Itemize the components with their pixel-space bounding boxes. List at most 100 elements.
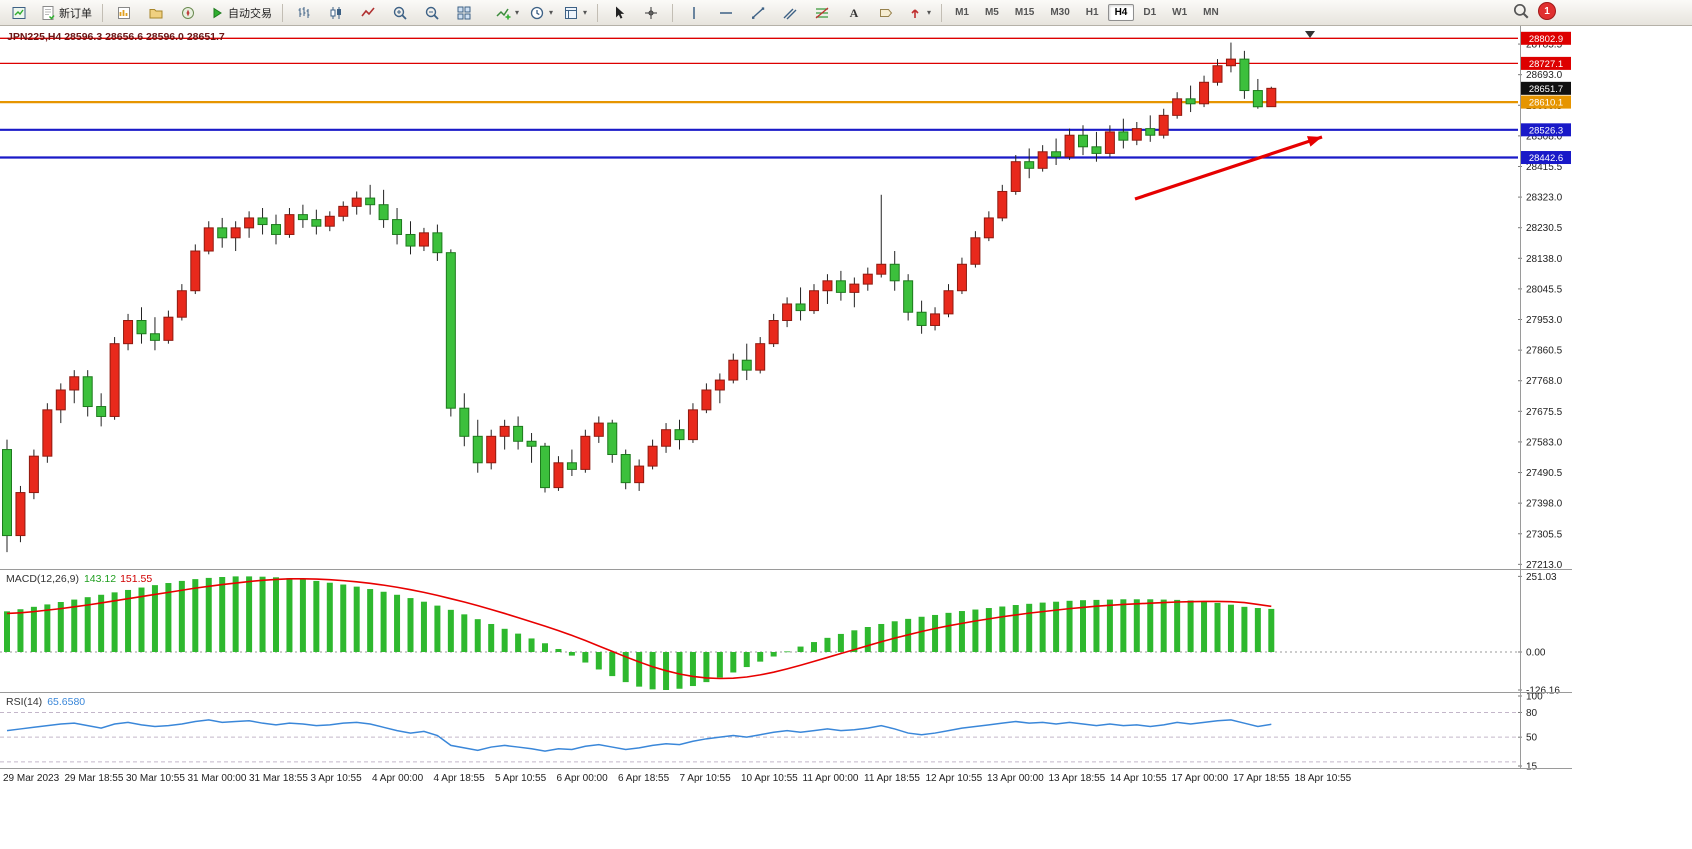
timeframe-m1[interactable]: M1 bbox=[955, 7, 969, 18]
price-axis-label: 27305.5 bbox=[1526, 529, 1563, 540]
time-axis-label: 7 Apr 10:55 bbox=[680, 773, 732, 784]
templates-button[interactable]: ▾ bbox=[559, 2, 591, 24]
trend-arrow-head[interactable] bbox=[1306, 136, 1322, 147]
horizontal-line-button[interactable] bbox=[711, 2, 741, 24]
timeframe-w1[interactable]: W1 bbox=[1172, 7, 1188, 18]
macd-histogram-bar bbox=[407, 598, 414, 652]
chart-title: JPN225,H4 28596.3 28656.6 28596.0 28651.… bbox=[7, 31, 225, 43]
timeframe-m30[interactable]: M30 bbox=[1050, 7, 1070, 18]
candle-body bbox=[176, 290, 187, 318]
clock-icon bbox=[530, 6, 544, 19]
timeframe-d1[interactable]: D1 bbox=[1143, 7, 1157, 18]
navigator-button[interactable] bbox=[173, 2, 203, 24]
navigator-icon bbox=[182, 6, 194, 19]
fibonacci-button[interactable] bbox=[807, 2, 837, 24]
text-label-button[interactable] bbox=[871, 2, 901, 24]
cursor-button[interactable] bbox=[604, 2, 634, 24]
price-axis-label: 27398.0 bbox=[1526, 499, 1563, 510]
macd-histogram-bar bbox=[864, 627, 871, 652]
time-axis-label: 13 Apr 18:55 bbox=[1049, 773, 1106, 784]
macd-histogram-bar bbox=[84, 597, 91, 652]
new-chart-button[interactable] bbox=[109, 2, 139, 24]
search-icon[interactable] bbox=[1512, 2, 1530, 20]
price-axis-label: 27490.5 bbox=[1526, 468, 1563, 479]
candle-body bbox=[15, 492, 26, 537]
chart-canvas[interactable]: 28785.528693.028600.528508.028415.528323… bbox=[0, 26, 1692, 849]
macd-histogram-bar bbox=[232, 576, 239, 652]
arrows-button[interactable]: ▾ bbox=[903, 2, 935, 24]
time-axis-label: 29 Mar 18:55 bbox=[65, 773, 124, 784]
text-label-icon bbox=[880, 8, 893, 17]
macd-histogram-bar bbox=[676, 652, 683, 689]
macd-histogram-bar bbox=[811, 642, 817, 652]
candle-body bbox=[257, 217, 268, 226]
price-axis-label: 27583.0 bbox=[1526, 437, 1563, 448]
candlestick-chart-button[interactable] bbox=[321, 2, 351, 24]
bar-chart-icon bbox=[298, 6, 310, 18]
autotrading-button[interactable]: 自动交易 bbox=[205, 2, 276, 24]
candle-body bbox=[244, 217, 255, 229]
new-order-button[interactable]: 新订单 bbox=[36, 2, 96, 24]
candle-body bbox=[526, 440, 537, 447]
candle-body bbox=[297, 214, 308, 221]
profiles-button[interactable] bbox=[141, 2, 171, 24]
macd-histogram-bar bbox=[111, 592, 118, 652]
rsi-value: 65.6580 bbox=[47, 696, 86, 708]
bar-chart-button[interactable] bbox=[289, 2, 319, 24]
macd-histogram-bar bbox=[71, 599, 78, 652]
chart-shift-marker[interactable] bbox=[1305, 31, 1315, 38]
trendline-button[interactable] bbox=[743, 2, 773, 24]
candle-body bbox=[835, 280, 846, 293]
vertical-line-button[interactable] bbox=[679, 2, 709, 24]
line-chart-button[interactable] bbox=[353, 2, 383, 24]
candle-body bbox=[378, 204, 389, 221]
macd-axis-label: -126.16 bbox=[1526, 686, 1560, 697]
new-order-label: 新订单 bbox=[59, 7, 92, 20]
candle-body bbox=[983, 217, 994, 239]
price-marker-label: 28727.1 bbox=[1529, 59, 1563, 70]
channel-button[interactable] bbox=[775, 2, 805, 24]
candle-body bbox=[701, 389, 712, 411]
time-axis-label: 11 Apr 18:55 bbox=[864, 773, 920, 784]
tile-windows-button[interactable] bbox=[449, 2, 479, 24]
candle-body bbox=[230, 227, 241, 239]
timeframe-mn[interactable]: MN bbox=[1203, 7, 1219, 18]
timeframe-h4[interactable]: H4 bbox=[1107, 4, 1135, 21]
text-button[interactable]: A bbox=[839, 2, 869, 24]
time-axis-label: 11 Apr 00:00 bbox=[803, 773, 859, 784]
zoom-in-button[interactable] bbox=[385, 2, 415, 24]
candle-body bbox=[916, 311, 927, 326]
macd-histogram-bar bbox=[1120, 599, 1127, 652]
time-axis-label: 4 Apr 00:00 bbox=[372, 773, 424, 784]
crosshair-button[interactable] bbox=[636, 2, 666, 24]
macd-signal-line bbox=[6, 578, 1272, 680]
macd-histogram-bar bbox=[824, 637, 831, 652]
profiles-icon bbox=[149, 8, 163, 18]
candle-body bbox=[1252, 90, 1263, 108]
macd-histogram-bar bbox=[286, 578, 293, 652]
candle-body bbox=[136, 320, 147, 335]
candle-body bbox=[1024, 161, 1035, 169]
candle-body bbox=[1212, 65, 1223, 83]
timeframe-h1[interactable]: H1 bbox=[1085, 7, 1099, 18]
periods-button[interactable]: ▾ bbox=[525, 2, 557, 24]
candle-body bbox=[284, 214, 295, 235]
timeframe-m5[interactable]: M5 bbox=[984, 7, 999, 18]
zoom-out-button[interactable] bbox=[417, 2, 447, 24]
terminal-button[interactable] bbox=[4, 2, 34, 24]
macd-histogram-bar bbox=[474, 619, 481, 652]
time-axis-label: 6 Apr 00:00 bbox=[557, 773, 609, 784]
candle-body bbox=[499, 425, 510, 437]
time-axis-label: 29 Mar 2023 bbox=[3, 773, 60, 784]
tile-windows-icon bbox=[457, 6, 471, 19]
indicators-button[interactable]: ▾ bbox=[491, 2, 523, 24]
timeframe-m15[interactable]: M15 bbox=[1014, 7, 1035, 18]
notification-badge[interactable]: 1 bbox=[1538, 2, 1556, 20]
terminal-icon bbox=[12, 6, 26, 19]
price-marker bbox=[1521, 95, 1571, 109]
candle-body bbox=[338, 205, 349, 217]
macd-histogram-bar bbox=[420, 601, 427, 652]
autotrading-label: 自动交易 bbox=[228, 7, 272, 20]
trend-arrow[interactable] bbox=[1134, 135, 1323, 201]
candle-body bbox=[1225, 58, 1236, 67]
